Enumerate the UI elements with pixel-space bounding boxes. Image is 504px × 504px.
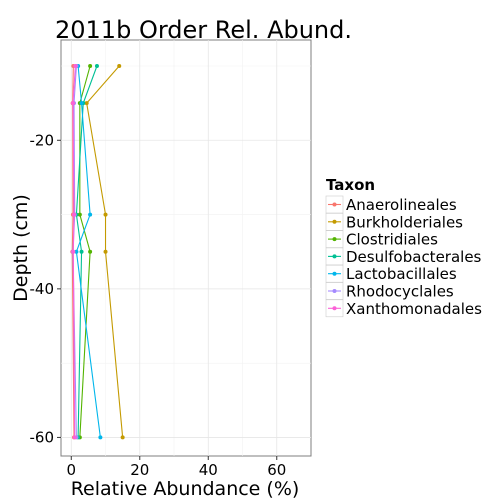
legend-label: Xanthomonadales (346, 300, 482, 318)
legend-key-point (332, 202, 337, 207)
data-point (77, 212, 82, 217)
legend-key-point (332, 271, 337, 276)
x-tick-label: 0 (67, 461, 77, 479)
x-tick-label: 20 (130, 461, 149, 479)
data-point (120, 435, 125, 440)
x-tick-label: 40 (199, 461, 218, 479)
data-point (98, 435, 103, 440)
data-point (79, 101, 84, 106)
data-point (71, 249, 76, 254)
y-tick-label: -60 (30, 428, 55, 446)
data-point (73, 64, 78, 68)
data-point (94, 64, 99, 68)
data-point (72, 435, 77, 440)
legend-label: Anaerolineales (346, 196, 457, 214)
data-point (74, 249, 79, 254)
x-tick-label: 60 (267, 461, 286, 479)
x-axis-title: Relative Abundance (%) (71, 478, 300, 500)
y-axis-title: Depth (cm) (10, 194, 32, 302)
legend-label: Desulfobacterales (346, 248, 482, 266)
legend-key-point (332, 254, 337, 259)
grid-lines (61, 40, 311, 456)
data-point (88, 212, 93, 217)
y-tick-label: -20 (30, 131, 55, 149)
data-point (103, 212, 108, 217)
chart-title: 2011b Order Rel. Abund. (55, 16, 352, 44)
legend-key-point (332, 219, 337, 224)
data-point (88, 249, 93, 254)
data-point (70, 101, 75, 106)
legend-key-point (332, 289, 337, 293)
legend-label: Lactobacillales (346, 265, 457, 283)
data-point (72, 212, 77, 217)
legend-key-point (332, 306, 337, 311)
data-point (84, 101, 89, 106)
data-point (88, 64, 93, 68)
data-point (103, 249, 108, 254)
legend-key-point (332, 237, 337, 242)
plot-panel (60, 39, 312, 457)
y-tick-label: -40 (30, 280, 55, 298)
series-layer (70, 64, 125, 440)
legend-title: Taxon (326, 176, 375, 194)
legend-label: Clostridiales (346, 231, 438, 249)
legend: Taxon AnaerolinealesBurkholderialesClost… (325, 176, 482, 318)
data-point (117, 64, 122, 68)
legend-label: Rhodocyclales (346, 283, 454, 301)
data-point (79, 249, 84, 254)
y-axis: -20 -40 -60 (30, 131, 61, 446)
x-axis: 0 20 40 60 (67, 456, 286, 479)
legend-label: Burkholderiales (346, 213, 463, 231)
